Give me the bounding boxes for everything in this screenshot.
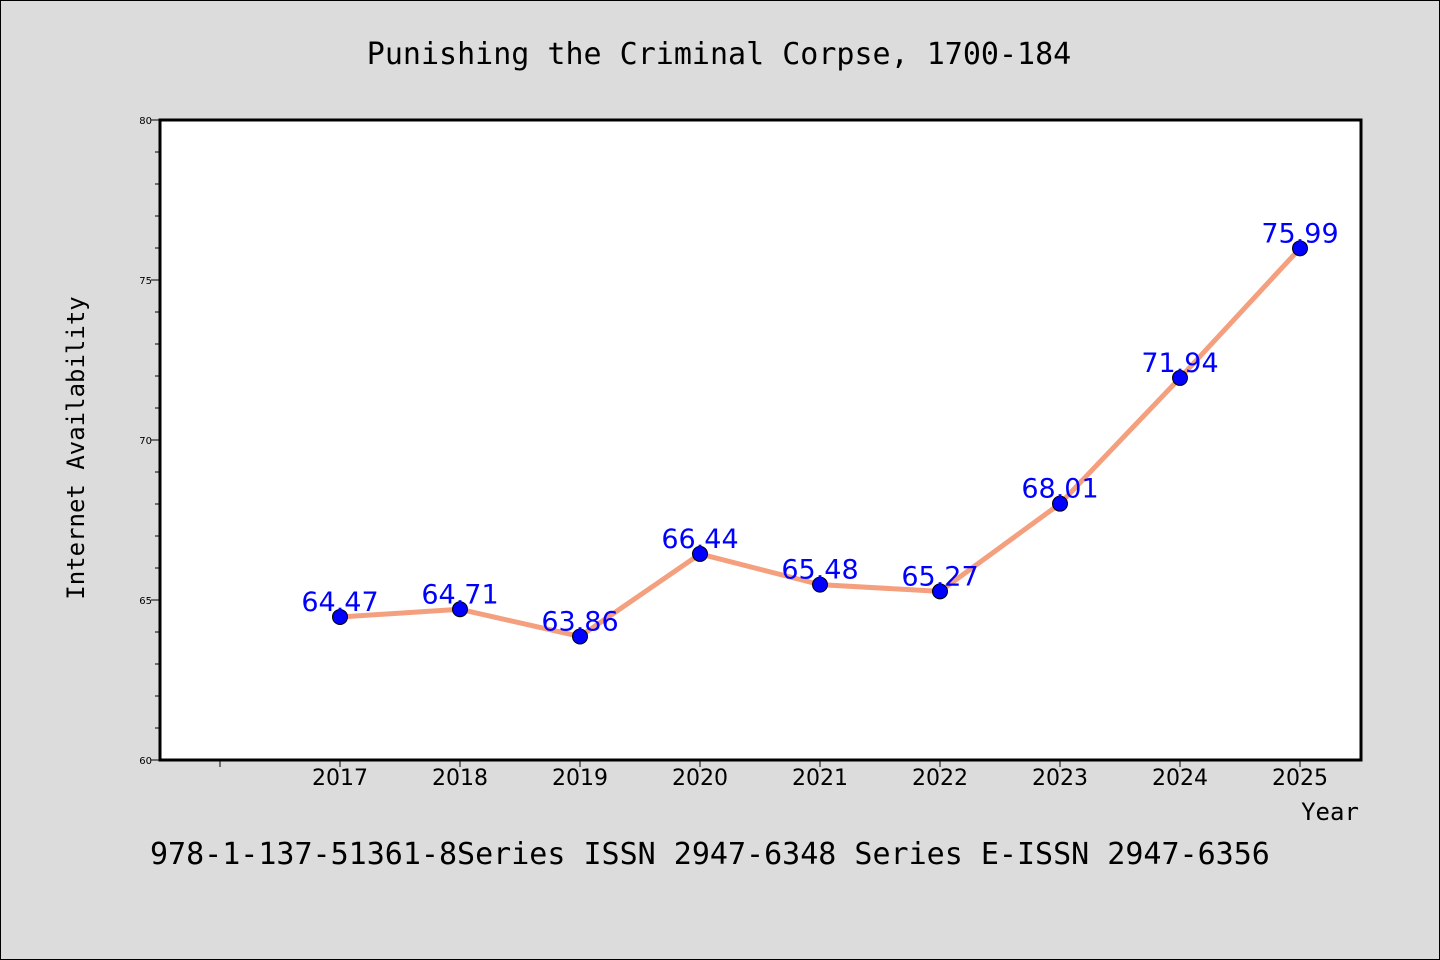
data-point — [452, 601, 468, 618]
data-label: 68.01 — [1021, 474, 1098, 505]
data-point — [1292, 240, 1308, 257]
chart-title: Punishing the Criminal Corpse, 1700-184 — [367, 37, 1071, 72]
x-tick-label: 2019 — [552, 766, 608, 791]
data-label: 65.27 — [901, 561, 978, 592]
plot-area — [158, 118, 1363, 762]
data-point — [812, 576, 828, 593]
x-tick-label: 2020 — [672, 766, 728, 791]
data-point — [1052, 495, 1068, 512]
data-label: 65.48 — [781, 555, 858, 586]
data-label: 66.44 — [661, 524, 738, 555]
data-point — [692, 545, 708, 562]
x-tick-label: 2024 — [1152, 766, 1208, 791]
footer-text: 978-1-137-51361-8Series ISSN 2947-6348 S… — [150, 837, 1270, 872]
series-group: 64.47 64.71 63.86 66.44 65.48 65.27 68.01 71.94… — [301, 218, 1339, 645]
x-tick-label: 2023 — [1032, 766, 1088, 791]
data-point — [1172, 369, 1188, 386]
data-label: 64.47 — [301, 587, 378, 618]
y-axis: 60 65 70 75 80 — [139, 116, 160, 767]
y-tick-label: 65 — [139, 596, 152, 607]
data-point — [332, 608, 348, 625]
x-tick-label: 2017 — [312, 766, 368, 791]
x-axis-label: Year — [1301, 798, 1359, 826]
y-axis-label: Internet Availability — [62, 296, 90, 599]
y-tick-label: 75 — [139, 276, 152, 287]
y-tick-label: 70 — [139, 436, 152, 447]
data-point — [932, 583, 948, 600]
y-tick-label: 60 — [139, 756, 152, 767]
data-point — [572, 628, 588, 645]
x-tick-label: 2025 — [1272, 766, 1328, 791]
data-label: 75.99 — [1261, 218, 1338, 249]
data-label: 63.86 — [541, 606, 618, 637]
data-label: 64.71 — [421, 579, 498, 610]
x-tick-label: 2021 — [792, 766, 848, 791]
data-label: 71.94 — [1141, 348, 1218, 379]
x-tick-label: 2022 — [912, 766, 968, 791]
y-tick-label: 80 — [139, 116, 152, 127]
x-tick-label: 2018 — [432, 766, 488, 791]
x-axis: 2017 2018 2019 2020 2021 2022 2023 2024 2025 — [219, 760, 1328, 791]
